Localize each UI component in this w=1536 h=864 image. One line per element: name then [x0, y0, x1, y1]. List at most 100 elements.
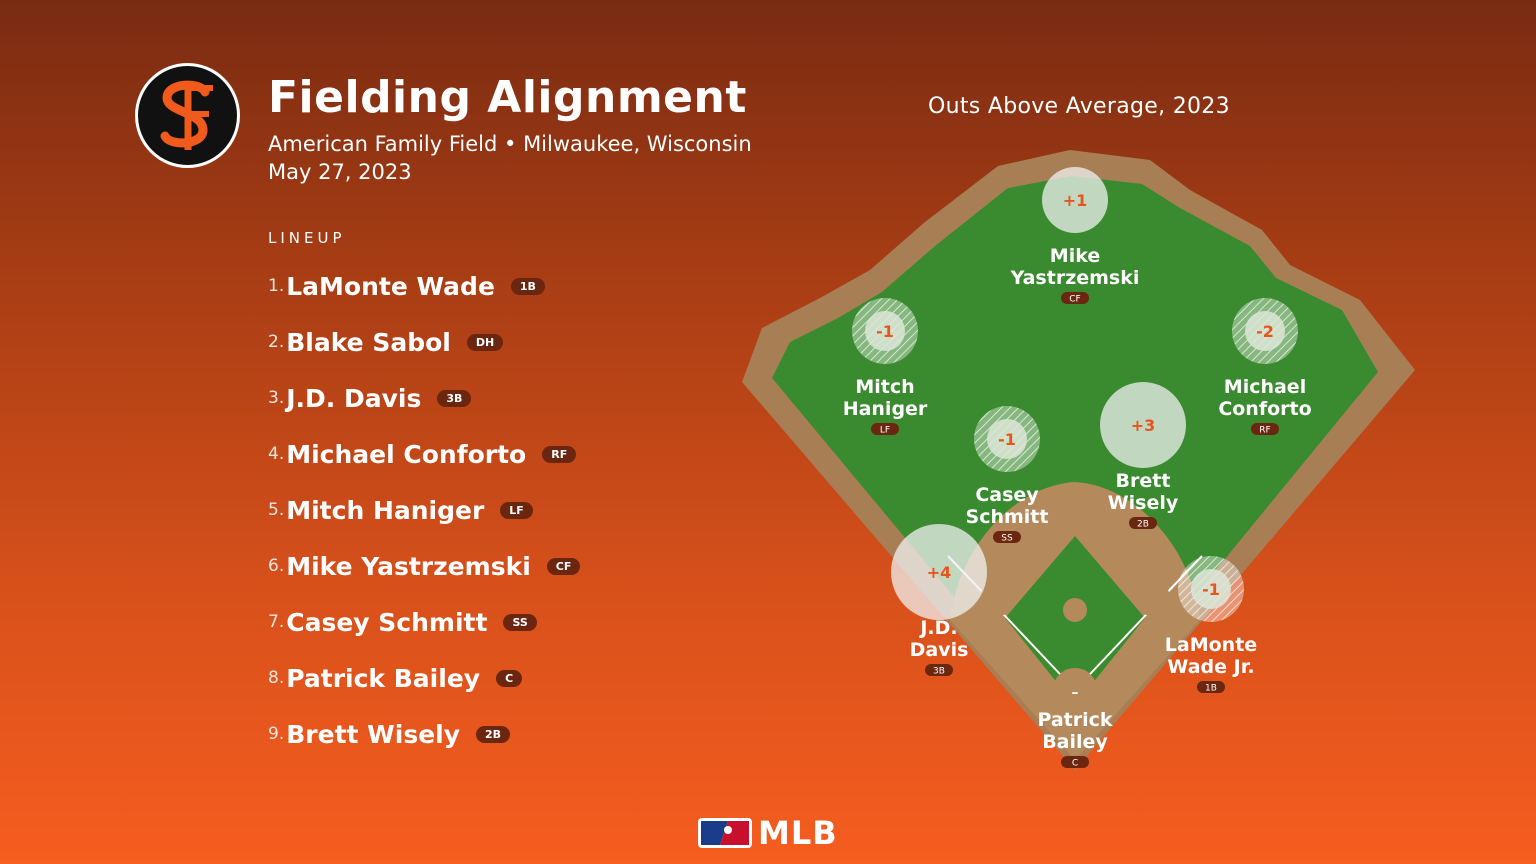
position-badge: C	[1072, 759, 1078, 769]
sf-logo-icon	[160, 80, 213, 150]
position-badge-bg	[871, 423, 899, 435]
fielder-name-line2: Yastrzemski	[1010, 267, 1140, 289]
oaa-bubble	[891, 524, 987, 620]
fielder-name-line2: Davis	[910, 639, 969, 661]
subtitle: American Family Field • Milwaukee, Wisco…	[268, 130, 752, 186]
mlb-wordmark: MLB	[758, 814, 838, 852]
lineup-item: 5. Mitch Haniger LF	[268, 482, 580, 538]
position-badge-bg	[1061, 756, 1089, 768]
lineup-player-name: Casey Schmitt	[286, 607, 488, 637]
lineup-number: 9.	[268, 724, 285, 744]
fielder-name-line2: Wisely	[1108, 492, 1179, 514]
oaa-value: +4	[927, 563, 952, 582]
position-badge: 1B	[510, 277, 545, 295]
oaa-bubble	[1100, 382, 1186, 468]
third-base-cutout	[980, 580, 1016, 616]
page-title: Fielding Alignment	[268, 72, 747, 123]
oaa-value: -1	[876, 322, 894, 341]
fielder-name-line1: Patrick	[1037, 709, 1112, 731]
team-logo: SF	[135, 63, 240, 168]
position-badge: 3B	[933, 667, 945, 677]
position-badge: RF	[1259, 426, 1270, 436]
oaa-value: +1	[1063, 191, 1088, 210]
position-badge: SS	[503, 613, 537, 631]
oaa-heading: Outs Above Average, 2023	[928, 94, 1230, 119]
lineup-list: 1. LaMonte Wade 1B 2. Blake Sabol DH 3. J.D. …	[268, 258, 581, 762]
lineup-item: 2. Blake Sabol DH	[268, 314, 580, 370]
position-badge: SS	[1001, 534, 1013, 544]
lineup-item: 9. Brett Wisely 2B	[268, 706, 580, 762]
position-badge: 2B	[1137, 520, 1149, 530]
first-base-cutout	[1134, 580, 1170, 616]
position-badge: LF	[500, 501, 533, 519]
fielder-name-line1: Brett	[1116, 470, 1171, 492]
fielder-name-line2: Bailey	[1042, 731, 1108, 753]
lineup-item: 1. LaMonte Wade 1B	[268, 258, 580, 314]
position-badge-bg	[925, 664, 953, 676]
lineup-player-name: Patrick Bailey	[286, 663, 481, 693]
fielder-name-line2: Schmitt	[966, 506, 1049, 528]
oaa-bubble-core	[1245, 311, 1285, 351]
lineup-item: 3. J.D. Davis 3B	[268, 370, 580, 426]
lineup-player-name: Michael Conforto	[286, 439, 527, 469]
position-badge: 1B	[1205, 684, 1217, 694]
lineup-player-name: Mitch Haniger	[286, 495, 485, 525]
position-badge-bg	[1251, 423, 1279, 435]
oaa-bubble-core	[865, 311, 905, 351]
lineup-player-name: Blake Sabol	[286, 327, 451, 357]
position-badge-bg	[993, 531, 1021, 543]
fielder-name-line2: Wade Jr.	[1167, 656, 1254, 678]
lineup-number: 2.	[268, 332, 285, 352]
oaa-value: +3	[1131, 416, 1156, 435]
mlb-logo-icon	[698, 818, 752, 848]
fielder-3b: +4 J.D.Davis 3B	[891, 524, 987, 677]
fielder-name-line1: Michael	[1224, 376, 1306, 398]
lineup-number: 7.	[268, 612, 285, 632]
oaa-bubble-core	[1191, 569, 1231, 609]
position-badge: CF	[1069, 295, 1080, 305]
position-badge: LF	[880, 426, 890, 436]
fielder-name-line1: Mike	[1050, 245, 1100, 267]
venue-text: American Family Field • Milwaukee, Wisco…	[268, 132, 752, 156]
position-badge: 3B	[437, 389, 472, 407]
position-badge: C	[496, 669, 523, 687]
mlb-footer: MLB	[698, 814, 838, 852]
lineup-item: 7. Casey Schmitt SS	[268, 594, 580, 650]
lineup-number: 4.	[268, 444, 285, 464]
lineup-number: 6.	[268, 556, 285, 576]
lineup-player-name: J.D. Davis	[286, 383, 422, 413]
lineup-item: 8. Patrick Bailey C	[268, 650, 580, 706]
oaa-bubble	[1055, 671, 1095, 711]
lineup-number: 8.	[268, 668, 285, 688]
lineup-player-name: Mike Yastrzemski	[286, 551, 531, 581]
fielder-name-line2: Conforto	[1218, 398, 1311, 420]
lineup-number: 5.	[268, 500, 285, 520]
position-badge: 2B	[476, 725, 511, 743]
oaa-value: -1	[1202, 580, 1220, 599]
lineup-item: 4. Michael Conforto RF	[268, 426, 580, 482]
lineup-player-name: LaMonte Wade	[286, 271, 495, 301]
date-text: May 27, 2023	[268, 160, 412, 184]
position-badge: RF	[542, 445, 577, 463]
lineup-number: 1.	[268, 276, 285, 296]
fielder-name-line1: J.D.	[918, 617, 957, 639]
fielder-name-line1: Mitch	[855, 376, 914, 398]
lineup-player-name: Brett Wisely	[286, 719, 461, 749]
position-badge-bg	[1197, 681, 1225, 693]
oaa-value: -1	[998, 430, 1016, 449]
position-badge: DH	[466, 333, 504, 351]
fielder-name-line2: Haniger	[843, 398, 928, 420]
outfield-grass	[772, 176, 1378, 742]
oaa-value: –	[1072, 685, 1079, 701]
oaa-bubble-core	[987, 419, 1027, 459]
oaa-bubble	[1042, 167, 1108, 233]
